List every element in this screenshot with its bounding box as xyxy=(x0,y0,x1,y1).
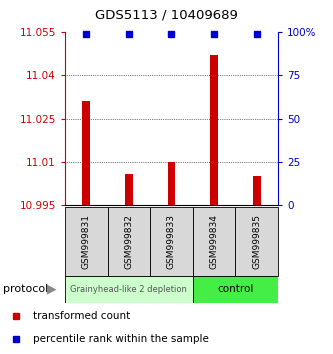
Text: control: control xyxy=(217,284,254,295)
Bar xyxy=(65,207,108,276)
Bar xyxy=(167,162,175,205)
Text: ▶: ▶ xyxy=(47,283,56,296)
Text: GDS5113 / 10409689: GDS5113 / 10409689 xyxy=(95,9,238,22)
Bar xyxy=(235,207,278,276)
Bar xyxy=(193,276,278,303)
Bar xyxy=(108,207,150,276)
Bar xyxy=(253,176,261,205)
Text: Grainyhead-like 2 depletion: Grainyhead-like 2 depletion xyxy=(71,285,187,294)
Text: GSM999831: GSM999831 xyxy=(82,214,91,269)
Text: GSM999833: GSM999833 xyxy=(167,214,176,269)
Bar xyxy=(65,276,193,303)
Text: GSM999834: GSM999834 xyxy=(209,214,219,269)
Text: transformed count: transformed count xyxy=(33,310,130,321)
Bar xyxy=(193,207,235,276)
Bar xyxy=(210,55,218,205)
Bar xyxy=(125,173,133,205)
Text: GSM999835: GSM999835 xyxy=(252,214,261,269)
Text: protocol: protocol xyxy=(3,284,49,295)
Text: percentile rank within the sample: percentile rank within the sample xyxy=(33,334,208,344)
Bar xyxy=(82,101,90,205)
Bar xyxy=(150,207,193,276)
Text: GSM999832: GSM999832 xyxy=(124,214,134,269)
